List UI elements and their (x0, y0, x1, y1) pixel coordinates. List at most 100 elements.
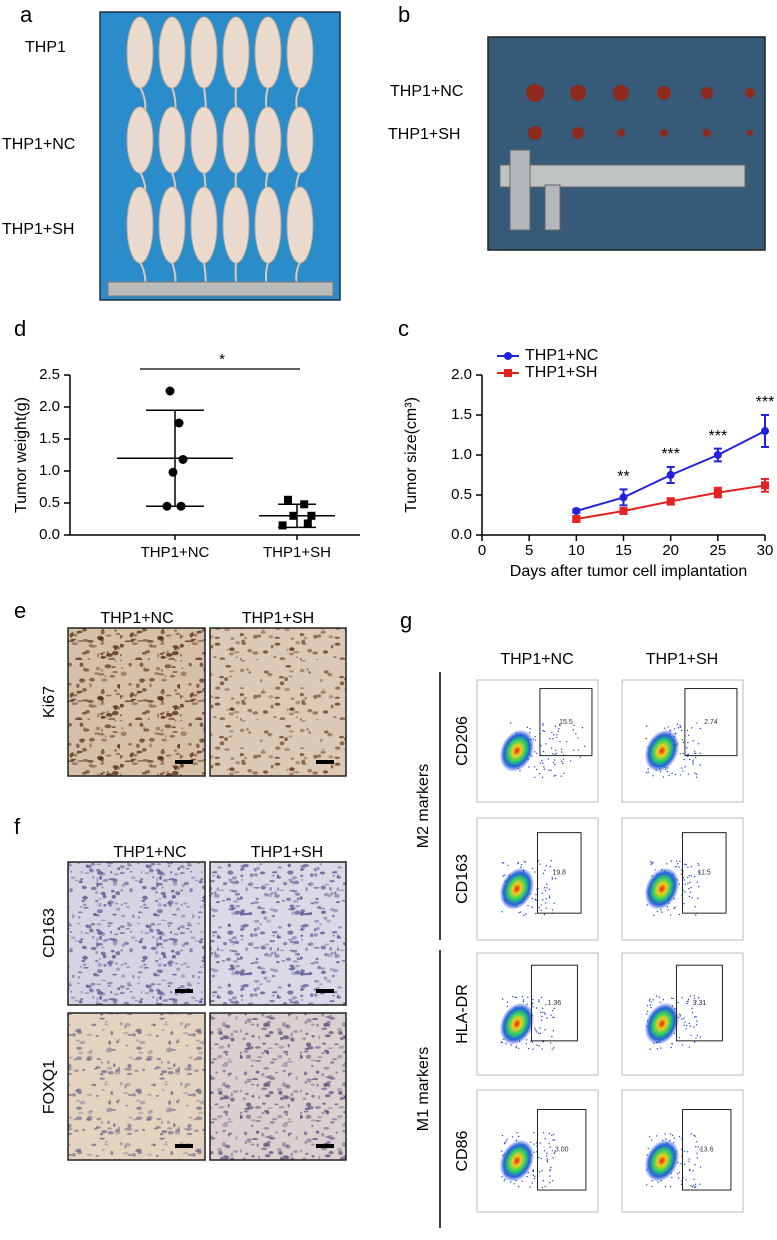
event (696, 1157, 699, 1159)
event (694, 756, 697, 759)
event (550, 747, 553, 749)
event (687, 866, 689, 869)
event (502, 862, 505, 864)
gate (675, 964, 723, 1042)
event (689, 1025, 692, 1027)
event (679, 753, 681, 755)
event (536, 1007, 538, 1009)
event (671, 1134, 674, 1137)
event (517, 1047, 520, 1050)
event (529, 727, 531, 730)
event (551, 1180, 554, 1182)
event (551, 1048, 553, 1051)
event (541, 1186, 543, 1189)
event (645, 737, 648, 740)
error-bar (146, 409, 204, 507)
event (520, 863, 523, 866)
event (501, 911, 503, 913)
tumor (572, 127, 584, 139)
mouse (222, 16, 250, 89)
event (535, 899, 537, 902)
gate-value: 11.5 (698, 870, 711, 877)
tumor (570, 85, 586, 101)
flow-plot (476, 679, 599, 803)
significance-label: ** (617, 469, 629, 486)
event (699, 1183, 701, 1185)
event (667, 726, 669, 728)
event (501, 1176, 503, 1178)
event (558, 728, 560, 730)
event (532, 738, 535, 740)
event (694, 906, 696, 908)
event (676, 723, 679, 725)
event (694, 1164, 696, 1166)
event (695, 752, 697, 754)
event (679, 726, 682, 728)
event (550, 1014, 552, 1016)
event (647, 771, 650, 773)
event (526, 726, 528, 729)
event (664, 1186, 666, 1188)
ruler (107, 281, 334, 297)
event (529, 1186, 531, 1188)
event (560, 748, 563, 750)
event (665, 1138, 667, 1140)
mouse (286, 16, 314, 89)
event (518, 912, 520, 914)
event (542, 730, 544, 732)
event (532, 998, 534, 1001)
event (671, 997, 673, 999)
event (552, 737, 554, 740)
gate-value: 15.5 (559, 719, 573, 726)
event (561, 751, 563, 753)
event (686, 747, 688, 749)
event (670, 1046, 672, 1049)
event (683, 1024, 685, 1026)
event (660, 1047, 662, 1049)
event (500, 1041, 503, 1043)
data-point (761, 481, 769, 490)
event (689, 1169, 691, 1172)
event (553, 1007, 556, 1010)
event (689, 891, 692, 893)
event (501, 998, 504, 1000)
density-blob (499, 1002, 535, 1045)
event (573, 724, 575, 726)
event (546, 887, 548, 889)
event (525, 913, 527, 915)
event (540, 744, 542, 747)
event (687, 753, 690, 756)
event (679, 1013, 681, 1015)
event (544, 1185, 546, 1188)
x-tick-label: 5 (525, 542, 533, 559)
event (534, 739, 537, 741)
event (692, 1170, 694, 1172)
event (554, 759, 556, 761)
event (685, 1028, 687, 1030)
event (501, 862, 504, 864)
event (534, 776, 536, 779)
gate (684, 688, 738, 757)
panel-letter: a (20, 2, 33, 27)
event (501, 1150, 503, 1152)
significance-label: *** (708, 428, 727, 445)
event (667, 909, 669, 911)
event (504, 874, 506, 876)
y-axis-label: Tumor size(cm³) (403, 397, 420, 513)
event (553, 1133, 555, 1136)
event (683, 1163, 686, 1166)
event (681, 739, 683, 741)
event (671, 1042, 673, 1045)
event (697, 862, 699, 865)
density-blob (499, 729, 535, 772)
event (696, 1034, 698, 1037)
event (691, 897, 693, 899)
event (693, 1134, 695, 1137)
event (560, 760, 563, 763)
mouse (254, 106, 282, 174)
data-point (666, 471, 675, 479)
event (688, 895, 691, 898)
event (538, 1171, 541, 1173)
event (699, 727, 702, 730)
event (513, 1183, 515, 1185)
